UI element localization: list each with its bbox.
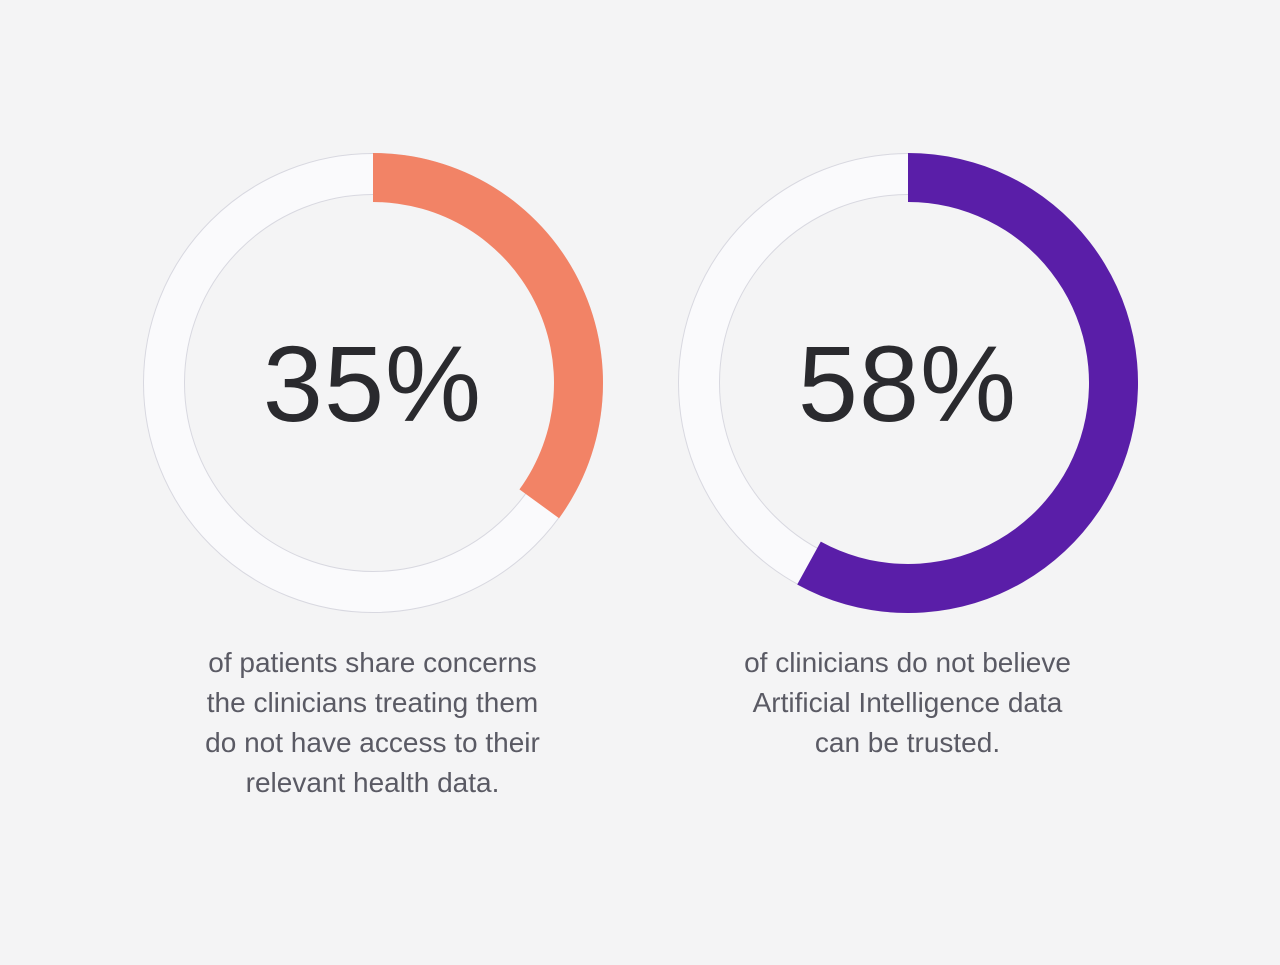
donut-caption-patients: of patients share concerns the clinician… — [205, 647, 540, 798]
donut-arc-patients — [142, 153, 603, 613]
donut-ring-patients: 35% — [142, 153, 603, 613]
donut-chart-clinicians: 58% of clinicians do not believe Artific… — [673, 153, 1143, 763]
charts-row: 35% of patients share concerns the clini… — [0, 153, 1280, 803]
donut-ring-clinicians: 58% — [677, 153, 1138, 613]
donut-chart-patients: 35% of patients share concerns the clini… — [138, 153, 608, 803]
donut-arc-clinicians — [677, 153, 1138, 613]
donut-caption-clinicians: of clinicians do not believe Artificial … — [744, 647, 1071, 758]
